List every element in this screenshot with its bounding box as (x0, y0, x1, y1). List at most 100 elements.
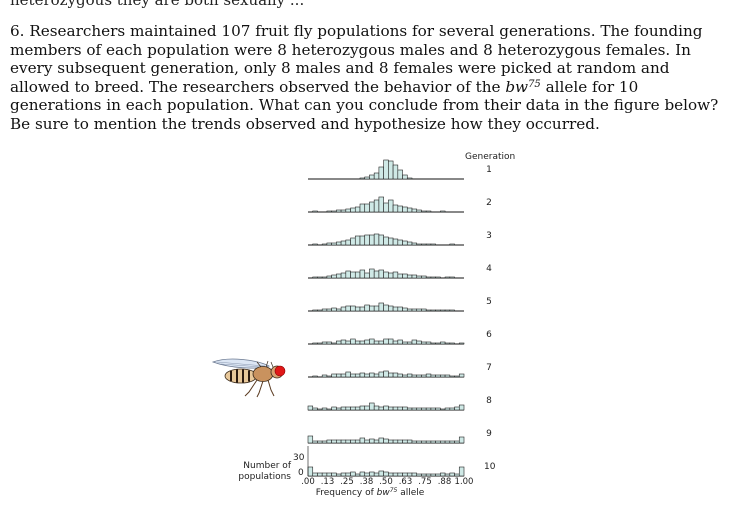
histogram-bar (340, 306, 347, 312)
histogram-bar (444, 407, 451, 411)
histogram-bar (359, 372, 366, 378)
histogram-bar (421, 374, 427, 378)
generation-label-10: 10 (484, 462, 496, 472)
histogram-bar (373, 172, 380, 180)
histogram-bar (336, 373, 342, 378)
histogram-bar (369, 372, 375, 378)
histogram-bar (392, 472, 399, 477)
histogram-bar (430, 243, 436, 246)
question-text: 6. Researchers maintained 107 fruit fly … (10, 22, 726, 133)
histogram-bar (321, 308, 328, 312)
histogram-bar (340, 472, 347, 477)
histogram-bar (406, 177, 413, 180)
histogram-bar (359, 203, 366, 213)
histogram-bar (373, 439, 380, 444)
histogram-bar (317, 342, 323, 345)
histogram-bar (397, 239, 403, 246)
histogram-bar (326, 375, 332, 378)
histogram-bar (354, 306, 361, 312)
histogram-bar (340, 406, 347, 411)
histogram-bar (336, 273, 342, 279)
x-tick-label: .50 (379, 477, 393, 487)
histogram-bar (392, 439, 399, 444)
histogram-bar (388, 406, 394, 411)
histogram-bar (406, 407, 413, 411)
histogram-bar (402, 206, 408, 213)
histogram-bar (421, 440, 427, 444)
histogram-bar (444, 342, 451, 345)
histogram-bar (402, 240, 408, 246)
histogram-bar (345, 239, 351, 246)
histogram-bar (383, 438, 389, 444)
histogram-bar (392, 204, 399, 213)
histogram-bar (378, 470, 384, 477)
histogram-bar (388, 372, 394, 378)
histogram-bar (312, 472, 318, 477)
fruit-fly-illustration (211, 358, 286, 398)
histogram-bar (397, 406, 403, 411)
generation-header: Generation (465, 152, 516, 162)
histogram-bar (397, 273, 403, 279)
histogram-bar (458, 342, 465, 345)
histogram-bar (369, 174, 375, 180)
histogram-bar (350, 471, 356, 477)
generation-label-2: 2 (486, 198, 492, 208)
histogram-bar (331, 439, 337, 444)
histogram-bar (331, 342, 337, 345)
x-axis-label-sup: 75 (389, 487, 398, 494)
histogram-bar (373, 199, 380, 213)
histogram-bar (402, 273, 408, 279)
histogram-bar (406, 207, 413, 213)
histogram-bar (378, 340, 384, 345)
histogram-bar (354, 439, 361, 444)
histogram-bar (444, 374, 451, 378)
histogram-bar (364, 203, 370, 213)
histogram-bar (359, 340, 366, 345)
histogram-bar (312, 407, 318, 411)
x-axis-label-suffix: allele (397, 488, 425, 498)
histogram-bar (345, 439, 351, 444)
allele-superscript: 75 (528, 78, 541, 90)
histogram-bar (421, 210, 427, 213)
histogram-bar (411, 472, 418, 477)
histogram-bar (388, 305, 394, 312)
histogram-bar (411, 274, 418, 279)
histogram-bar (406, 241, 413, 246)
histogram-bar (421, 341, 427, 345)
histogram-bar (435, 309, 441, 312)
histogram-bar (369, 338, 375, 345)
histogram-bar (430, 342, 436, 345)
histogram-bar (373, 340, 380, 345)
histogram-bar (340, 209, 347, 213)
histogram-bar (458, 373, 465, 378)
histogram-bar (340, 339, 347, 345)
histogram-bar (444, 309, 451, 312)
histogram-bar (345, 208, 351, 213)
histogram-bar (373, 472, 380, 477)
histogram-bar (364, 176, 370, 180)
histogram-bar (392, 271, 399, 279)
histogram-bar (336, 439, 342, 444)
generation-label-4: 4 (486, 264, 492, 274)
histogram-bar (421, 407, 427, 411)
histogram-bar (354, 373, 361, 378)
histogram-bar (440, 309, 446, 312)
histogram-bar (397, 306, 403, 312)
x-tick-label: .13 (320, 477, 335, 487)
histogram-bar (430, 374, 436, 378)
histogram-bar (312, 440, 318, 444)
histogram-bar (402, 341, 408, 345)
histogram-bar (307, 466, 314, 477)
histogram-bar (359, 471, 366, 477)
histogram-bar (350, 439, 356, 444)
histogram-bar (406, 472, 413, 477)
x-tick-label: 1.00 (454, 477, 474, 487)
histogram-bar (402, 307, 408, 312)
histogram-bar (345, 305, 351, 312)
histogram-bar (425, 276, 432, 279)
histogram-bar (350, 305, 356, 312)
histogram-bar (383, 271, 389, 279)
histogram-bar (383, 304, 389, 312)
y-axis-label-line2: populations (238, 472, 291, 482)
histogram-bar (435, 276, 441, 279)
